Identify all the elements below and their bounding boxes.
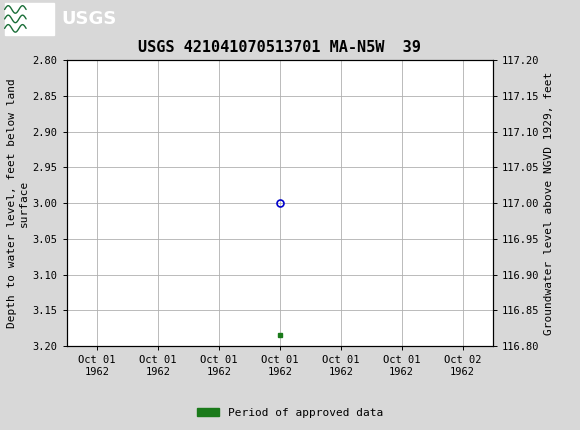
Legend: Period of approved data: Period of approved data	[193, 403, 387, 422]
FancyBboxPatch shape	[5, 3, 54, 35]
Y-axis label: Depth to water level, feet below land
surface: Depth to water level, feet below land su…	[7, 78, 28, 328]
Title: USGS 421041070513701 MA-N5W  39: USGS 421041070513701 MA-N5W 39	[139, 40, 421, 55]
Text: USGS: USGS	[61, 10, 116, 28]
Y-axis label: Groundwater level above NGVD 1929, feet: Groundwater level above NGVD 1929, feet	[543, 71, 554, 335]
